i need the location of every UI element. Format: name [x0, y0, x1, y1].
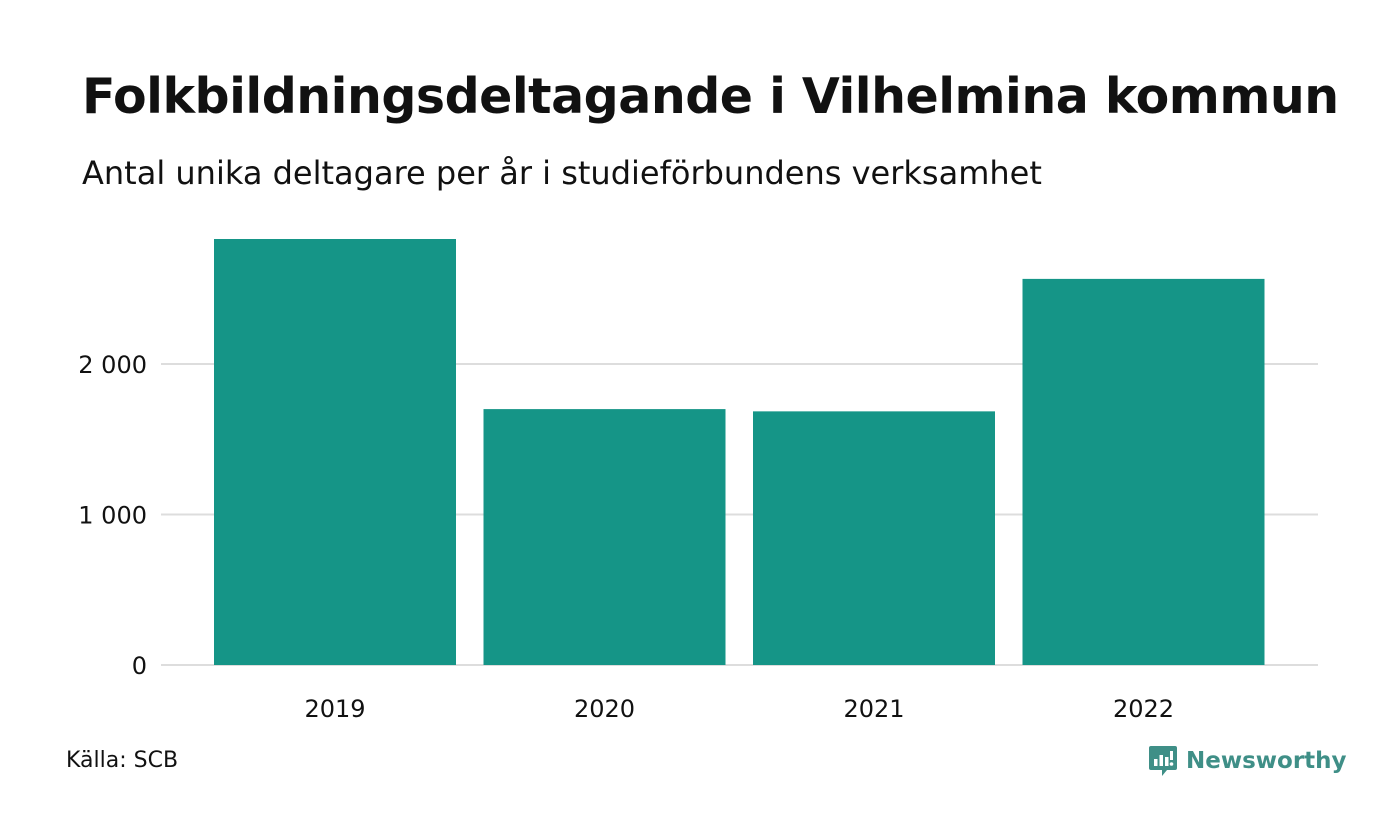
x-tick-label: 2020 [574, 695, 635, 723]
bar-2021 [753, 411, 995, 665]
y-tick-label: 0 [132, 652, 147, 680]
brand-name: Newsworthy [1186, 748, 1347, 774]
brand-logo: Newsworthy [1148, 744, 1347, 778]
y-tick-label: 2 000 [78, 351, 147, 379]
source-label: Källa: SCB [66, 748, 179, 773]
x-tick-label: 2022 [1113, 695, 1174, 723]
chart-title: Folkbildningsdeltagande i Vilhelmina kom… [82, 68, 1339, 125]
newsworthy-logo-icon [1149, 746, 1177, 776]
bar-2022 [1022, 278, 1265, 665]
chart-subtitle: Antal unika deltagare per år i studieför… [82, 154, 1042, 192]
bar-2019 [214, 239, 456, 665]
y-tick-label: 1 000 [78, 501, 147, 529]
x-tick-label: 2019 [304, 695, 365, 723]
bar-2020 [483, 409, 726, 665]
x-tick-label: 2021 [843, 695, 904, 723]
